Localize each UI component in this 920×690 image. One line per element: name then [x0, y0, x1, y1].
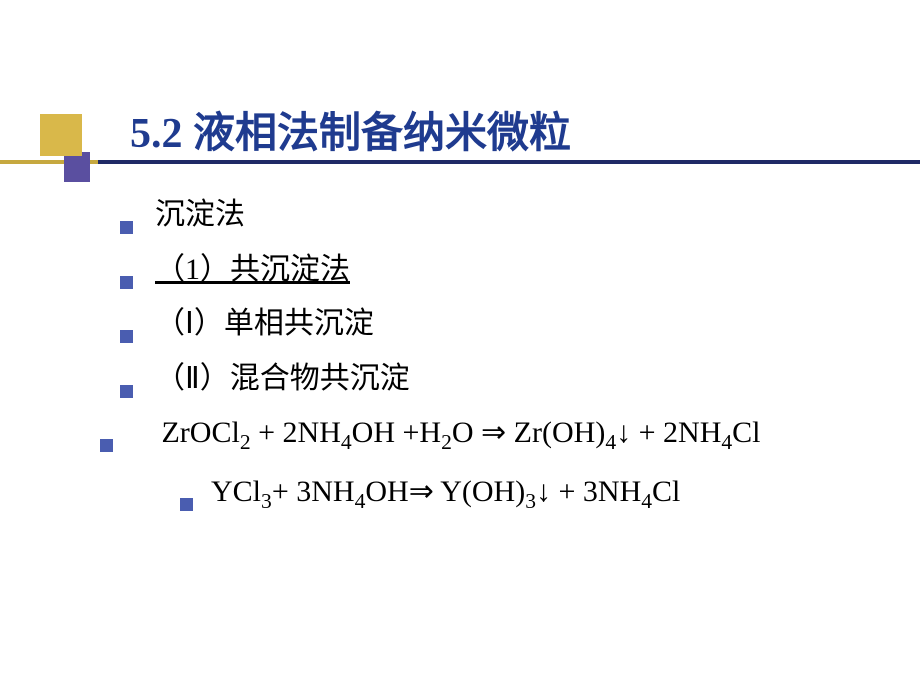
bullet-item: 沉淀法	[120, 195, 880, 236]
bullet-square-icon	[120, 276, 133, 289]
content-area: 沉淀法 （1）共沉淀法 （Ⅰ）单相共沉淀 （Ⅱ）混合物共沉淀 ZrOCl2 + …	[120, 195, 880, 512]
equation-row: YCl3+ 3NH4OH⇒ Y(OH)3↓ + 3NH4Cl	[180, 472, 880, 513]
yellow-square-decor	[40, 114, 82, 156]
slide: 5.2 液相法制备纳米微粒 沉淀法 （1）共沉淀法 （Ⅰ）单相共沉淀 （Ⅱ）混合…	[0, 0, 920, 690]
bullet-text: 沉淀法	[155, 195, 245, 236]
bullet-item: （1）共沉淀法	[120, 250, 880, 291]
title-underline	[0, 160, 920, 164]
bullet-square-icon	[120, 221, 133, 234]
bullet-text: （1）共沉淀法	[155, 250, 350, 291]
slide-title: 5.2 液相法制备纳米微粒	[130, 99, 571, 160]
underline-right-segment	[98, 160, 920, 164]
equation-row: ZrOCl2 + 2NH4OH +H2O ⇒ Zr(OH)4↓ + 2NH4Cl	[100, 413, 880, 454]
purple-square-decor	[64, 152, 90, 182]
bullet-text: （Ⅱ）混合物共沉淀	[155, 359, 410, 400]
equation-1: ZrOCl2 + 2NH4OH +H2O ⇒ Zr(OH)4↓ + 2NH4Cl	[131, 413, 791, 454]
bullet-square-icon	[100, 439, 113, 452]
bullet-item: （Ⅱ）混合物共沉淀	[120, 359, 880, 400]
title-row: 5.2 液相法制备纳米微粒	[0, 100, 920, 160]
title-area: 5.2 液相法制备纳米微粒	[0, 100, 920, 160]
bullet-square-icon	[180, 498, 193, 511]
bullet-text: （Ⅰ）单相共沉淀	[155, 304, 374, 345]
bullet-square-icon	[120, 385, 133, 398]
bullet-item: （Ⅰ）单相共沉淀	[120, 304, 880, 345]
bullet-square-icon	[120, 330, 133, 343]
equation-2: YCl3+ 3NH4OH⇒ Y(OH)3↓ + 3NH4Cl	[211, 472, 680, 513]
